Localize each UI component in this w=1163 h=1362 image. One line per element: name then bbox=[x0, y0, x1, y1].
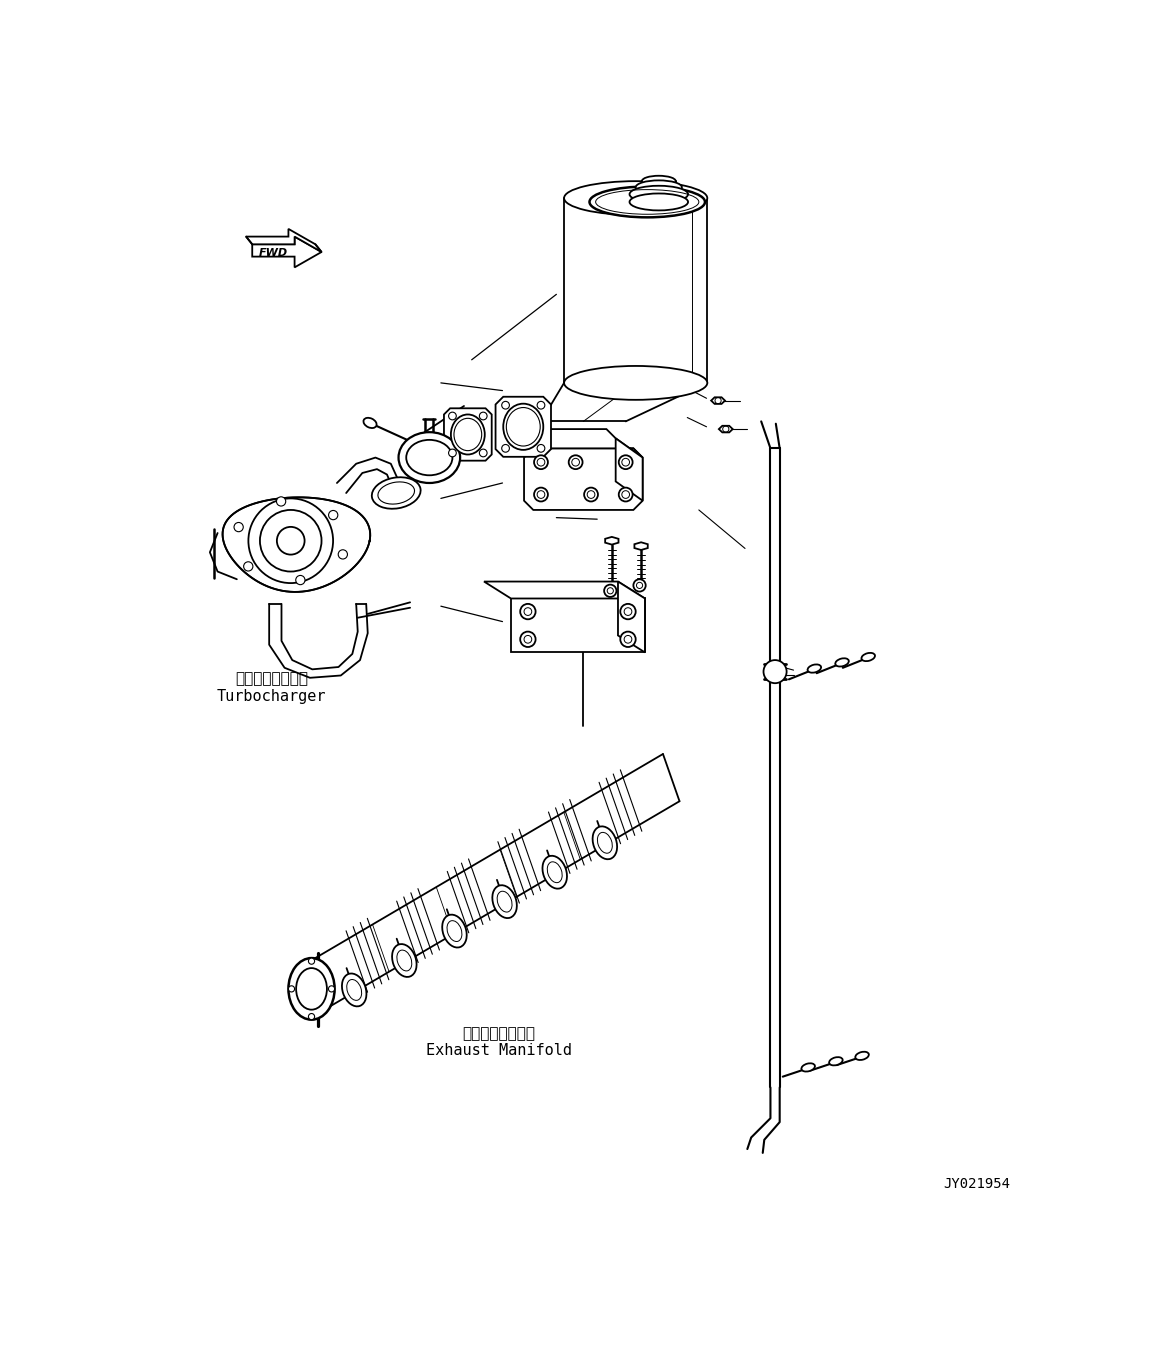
Circle shape bbox=[764, 661, 786, 684]
Circle shape bbox=[308, 1013, 315, 1020]
Polygon shape bbox=[525, 448, 643, 509]
Circle shape bbox=[634, 579, 645, 591]
Ellipse shape bbox=[801, 1064, 815, 1072]
Circle shape bbox=[479, 449, 487, 456]
Circle shape bbox=[277, 497, 286, 507]
Circle shape bbox=[479, 413, 487, 419]
Circle shape bbox=[249, 498, 333, 583]
Text: Turbocharger: Turbocharger bbox=[216, 689, 327, 704]
Polygon shape bbox=[484, 582, 645, 598]
Circle shape bbox=[534, 488, 548, 501]
Ellipse shape bbox=[451, 414, 485, 455]
Polygon shape bbox=[615, 439, 643, 501]
Ellipse shape bbox=[636, 180, 682, 195]
Ellipse shape bbox=[593, 827, 618, 859]
Text: FWD: FWD bbox=[258, 248, 287, 257]
Circle shape bbox=[569, 455, 583, 469]
Ellipse shape bbox=[392, 944, 416, 977]
Polygon shape bbox=[222, 497, 370, 592]
Ellipse shape bbox=[564, 366, 707, 400]
Ellipse shape bbox=[364, 418, 377, 428]
Ellipse shape bbox=[629, 193, 688, 210]
Ellipse shape bbox=[504, 403, 543, 449]
Ellipse shape bbox=[629, 185, 688, 203]
Polygon shape bbox=[444, 409, 492, 460]
Circle shape bbox=[449, 449, 456, 456]
Polygon shape bbox=[634, 542, 648, 550]
Ellipse shape bbox=[642, 176, 676, 187]
Circle shape bbox=[501, 444, 509, 452]
Ellipse shape bbox=[342, 974, 366, 1007]
Circle shape bbox=[534, 455, 548, 469]
Ellipse shape bbox=[829, 1057, 843, 1065]
Polygon shape bbox=[711, 398, 725, 405]
Circle shape bbox=[277, 527, 305, 554]
Circle shape bbox=[295, 575, 305, 584]
Ellipse shape bbox=[642, 183, 676, 192]
Circle shape bbox=[604, 584, 616, 597]
Polygon shape bbox=[506, 429, 643, 458]
Ellipse shape bbox=[855, 1051, 869, 1060]
Ellipse shape bbox=[636, 188, 682, 202]
Ellipse shape bbox=[442, 915, 466, 948]
Text: Exhaust Manifold: Exhaust Manifold bbox=[426, 1043, 572, 1058]
Polygon shape bbox=[719, 426, 733, 432]
Circle shape bbox=[619, 455, 633, 469]
Text: ターボチャージャ: ターボチャージャ bbox=[235, 671, 308, 686]
Circle shape bbox=[243, 561, 252, 571]
Circle shape bbox=[449, 413, 456, 419]
Circle shape bbox=[308, 957, 315, 964]
Circle shape bbox=[328, 986, 335, 992]
Ellipse shape bbox=[862, 652, 875, 661]
Circle shape bbox=[520, 603, 536, 620]
Ellipse shape bbox=[297, 968, 327, 1009]
Circle shape bbox=[501, 402, 509, 409]
Circle shape bbox=[288, 986, 294, 992]
Circle shape bbox=[620, 632, 636, 647]
Ellipse shape bbox=[564, 181, 707, 215]
Circle shape bbox=[234, 523, 243, 531]
Ellipse shape bbox=[399, 432, 461, 484]
Circle shape bbox=[619, 488, 633, 501]
Polygon shape bbox=[618, 582, 645, 652]
Circle shape bbox=[261, 509, 321, 572]
Polygon shape bbox=[605, 537, 619, 545]
Circle shape bbox=[620, 603, 636, 620]
Circle shape bbox=[520, 632, 536, 647]
Circle shape bbox=[329, 511, 337, 520]
Ellipse shape bbox=[492, 885, 516, 918]
Ellipse shape bbox=[835, 658, 849, 666]
Ellipse shape bbox=[372, 477, 421, 509]
Ellipse shape bbox=[807, 665, 821, 673]
Ellipse shape bbox=[542, 855, 568, 888]
Ellipse shape bbox=[288, 957, 335, 1020]
Ellipse shape bbox=[590, 187, 705, 218]
Polygon shape bbox=[511, 598, 645, 652]
Text: 排気マニホールド: 排気マニホールド bbox=[462, 1026, 535, 1041]
Polygon shape bbox=[495, 396, 551, 456]
Ellipse shape bbox=[406, 440, 452, 475]
Polygon shape bbox=[247, 229, 321, 252]
Text: JY021954: JY021954 bbox=[943, 1177, 1011, 1192]
Circle shape bbox=[584, 488, 598, 501]
Circle shape bbox=[537, 402, 544, 409]
Circle shape bbox=[338, 550, 348, 558]
Polygon shape bbox=[252, 237, 321, 267]
Circle shape bbox=[537, 444, 544, 452]
